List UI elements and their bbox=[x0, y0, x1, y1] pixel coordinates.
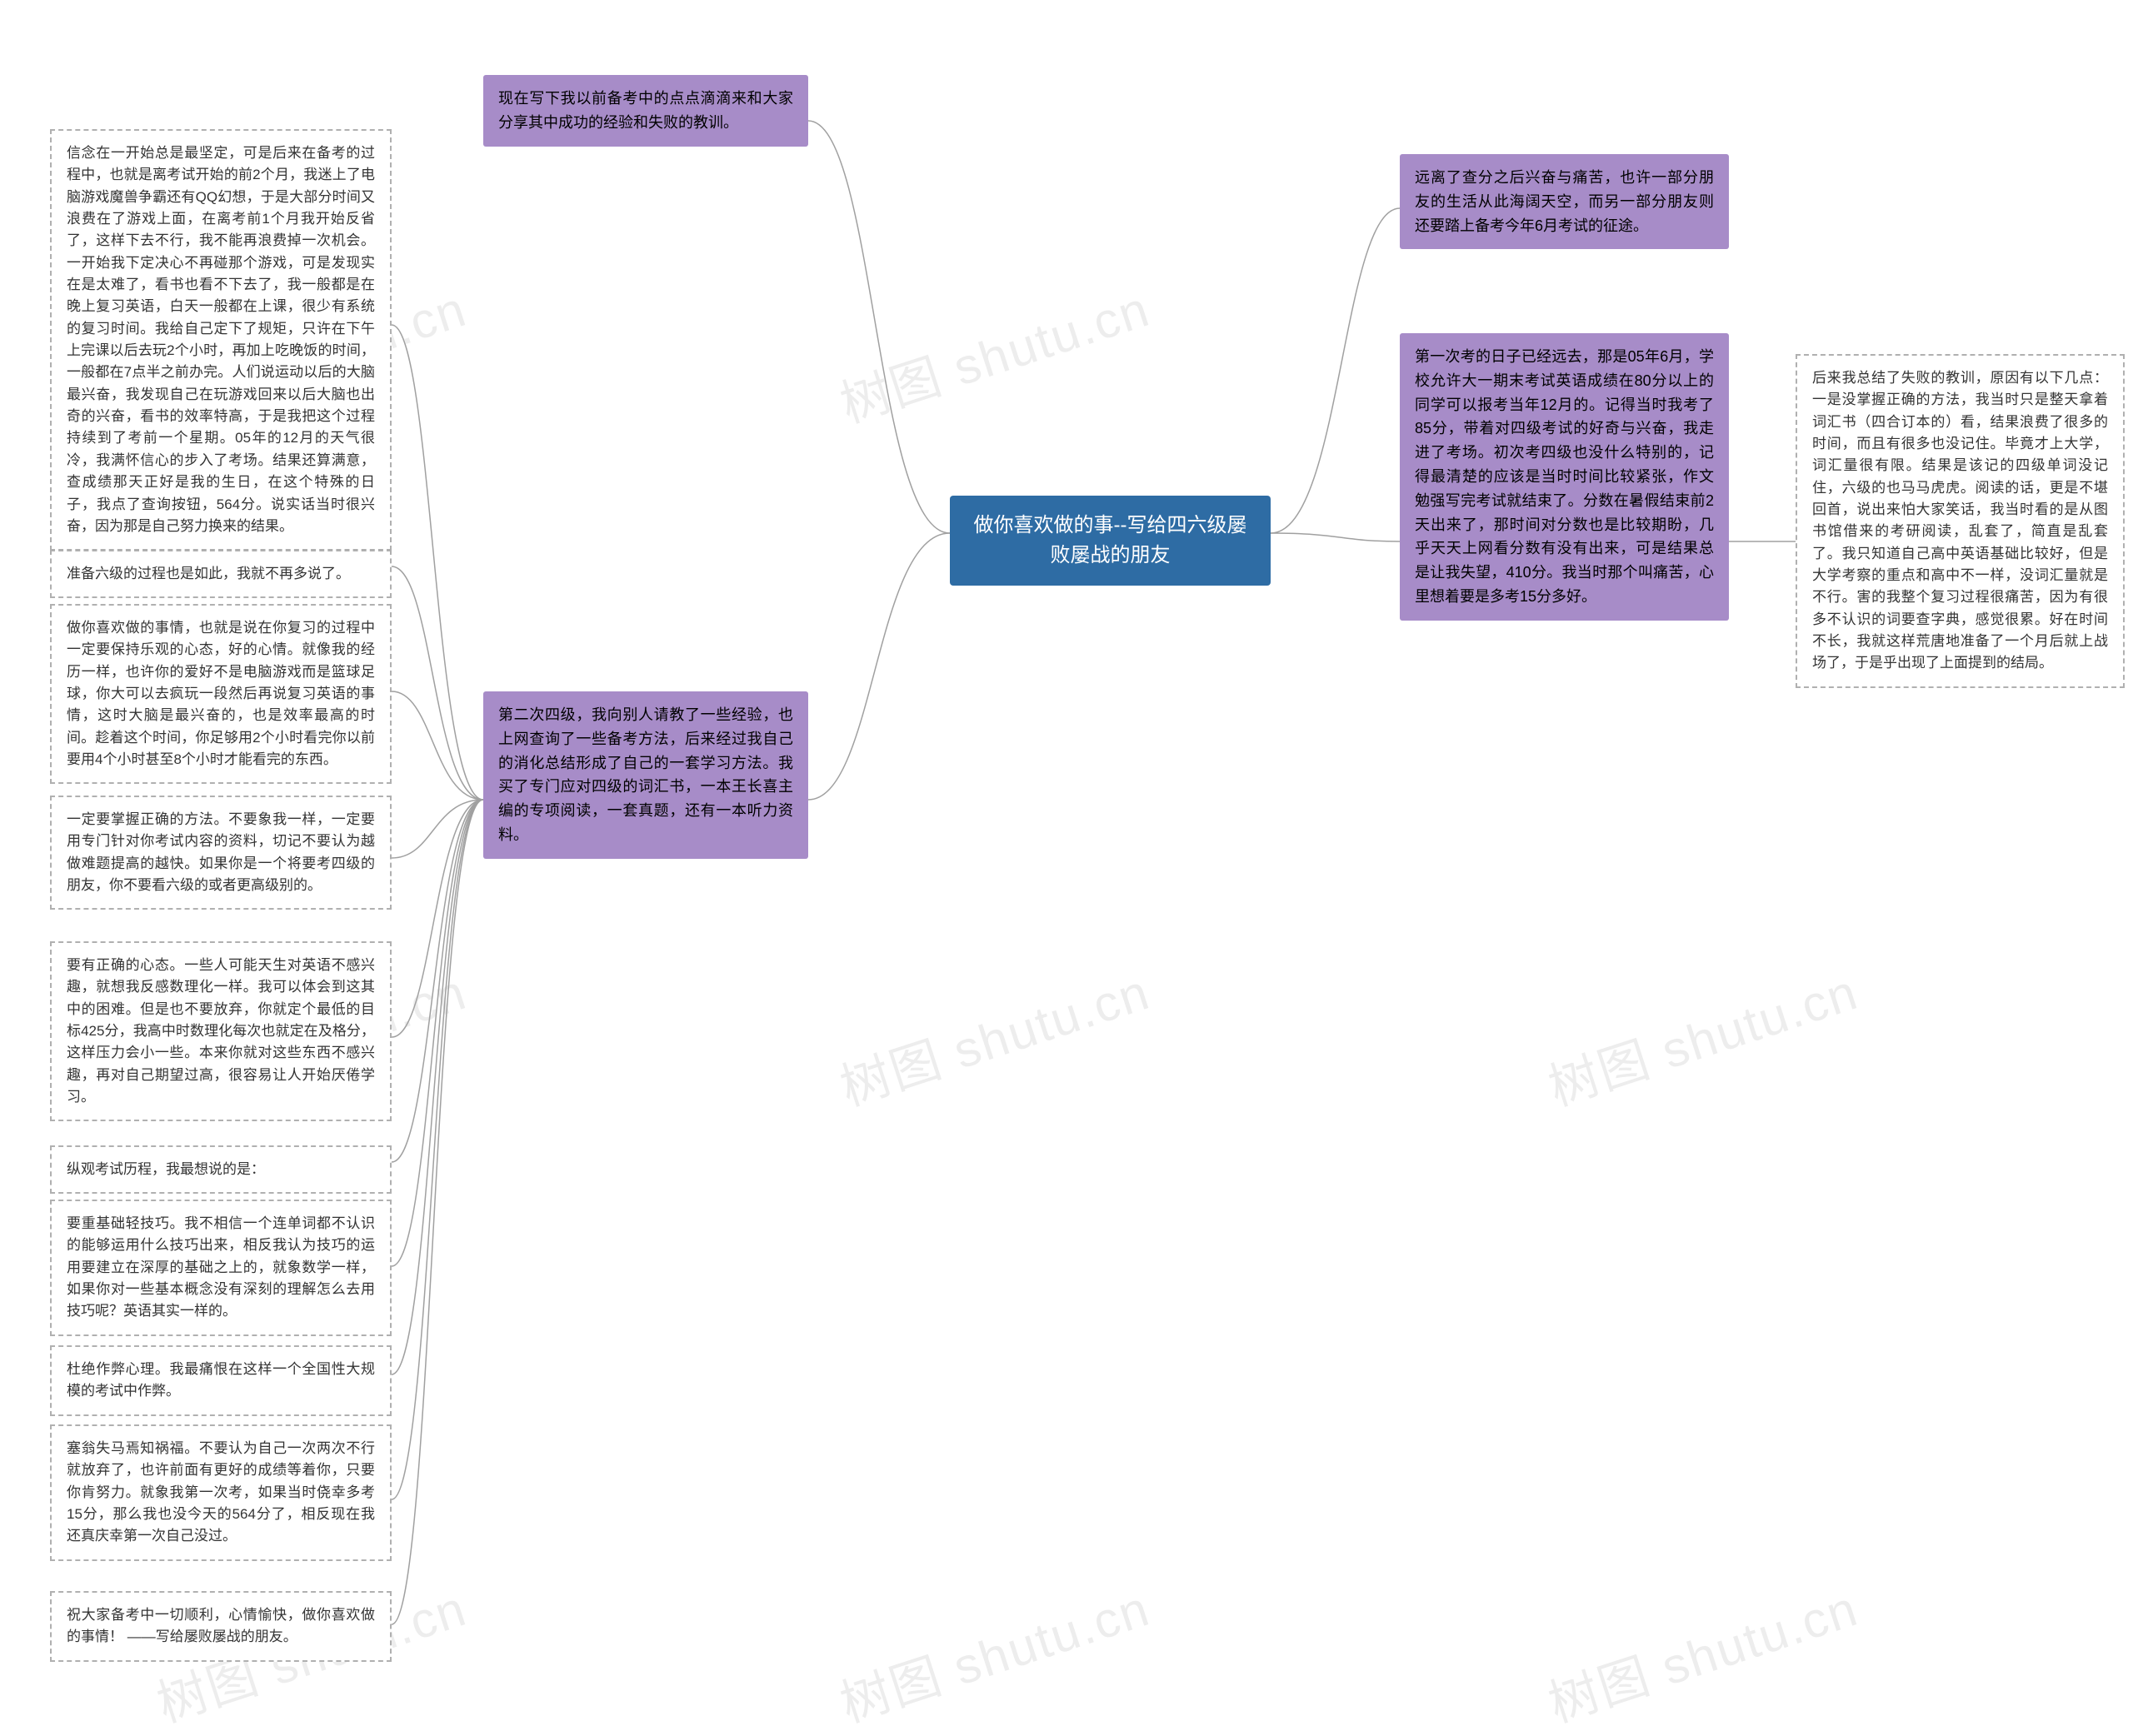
watermark: 树图 shutu.cn bbox=[830, 269, 1158, 437]
dashed-node-d6: 要重基础轻技巧。我不相信一个连单词都不认识的能够运用什么技巧出来，相反我认为技巧… bbox=[50, 1200, 392, 1336]
watermark: 树图 shutu.cn bbox=[1538, 952, 1866, 1120]
dashed-node-d9: 祝大家备考中一切顺利，心情愉快，做你喜欢做的事情！ ——写给屡败屡战的朋友。 bbox=[50, 1591, 392, 1662]
dashed-node-d5: 要有正确的心态。一些人可能天生对英语不感兴趣，就想我反感数理化一样。我可以体会到… bbox=[50, 941, 392, 1121]
watermark: 树图 shutu.cn bbox=[1538, 1569, 1866, 1736]
dashed-node-right1: 后来我总结了失败的教训，原因有以下几点：一是没掌握正确的方法，我当时只是整天拿着… bbox=[1796, 354, 2125, 688]
watermark: 树图 shutu.cn bbox=[830, 1569, 1158, 1736]
purple-node-top-left: 现在写下我以前备考中的点点滴滴来和大家分享其中成功的经验和失败的教训。 bbox=[483, 75, 808, 147]
dashed-node-d2: 准备六级的过程也是如此，我就不再多说了。 bbox=[50, 550, 392, 598]
dashed-node-d8: 塞翁失马焉知祸福。不要认为自己一次两次不行就放弃了，也许前面有更好的成绩等着你，… bbox=[50, 1424, 392, 1561]
dashed-node-d5b: 纵观考试历程，我最想说的是： bbox=[50, 1145, 392, 1194]
purple-node-bottom-right: 第一次考的日子已经远去，那是05年6月，学校允许大一期末考试英语成绩在80分以上… bbox=[1400, 333, 1729, 621]
center-node: 做你喜欢做的事--写给四六级屡败屡战的朋友 bbox=[950, 496, 1271, 586]
purple-node-top-right: 远离了查分之后兴奋与痛苦，也许一部分朋友的生活从此海阔天空，而另一部分朋友则还要… bbox=[1400, 154, 1729, 249]
dashed-node-d4: 一定要掌握正确的方法。不要象我一样，一定要用专门针对你考试内容的资料，切记不要认… bbox=[50, 796, 392, 910]
dashed-node-d7: 杜绝作弊心理。我最痛恨在这样一个全国性大规模的考试中作弊。 bbox=[50, 1345, 392, 1416]
dashed-node-d3: 做你喜欢做的事情，也就是说在你复习的过程中一定要保持乐观的心态，好的心情。就像我… bbox=[50, 604, 392, 784]
watermark: 树图 shutu.cn bbox=[830, 952, 1158, 1120]
dashed-node-d1: 信念在一开始总是最坚定，可是后来在备考的过程中，也就是离考试开始的前2个月，我迷… bbox=[50, 129, 392, 551]
purple-node-bottom-left: 第二次四级，我向别人请教了一些经验，也上网查询了一些备考方法，后来经过我自己的消… bbox=[483, 691, 808, 859]
